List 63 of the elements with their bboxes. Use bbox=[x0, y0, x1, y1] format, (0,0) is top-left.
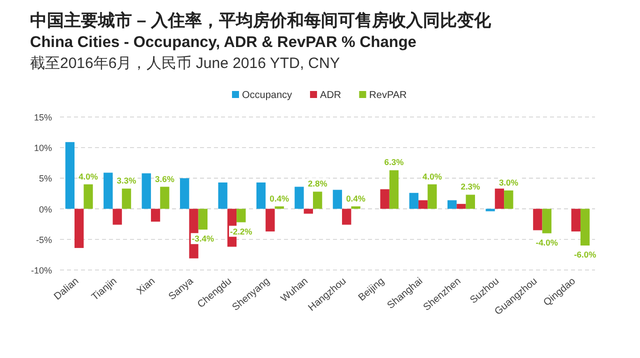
bar bbox=[236, 208, 246, 222]
data-label: -2.2% bbox=[230, 226, 253, 236]
y-tick-label: 0% bbox=[38, 204, 52, 214]
bar bbox=[266, 208, 275, 232]
bar bbox=[456, 204, 466, 209]
text: 截至2016年6月，人民币 June 2016 YTD, CNY bbox=[30, 55, 340, 72]
bar bbox=[342, 208, 352, 225]
y-tick-label: -10% bbox=[30, 266, 52, 276]
bar bbox=[351, 206, 360, 209]
bar bbox=[466, 194, 476, 209]
data-label: -4.0% bbox=[536, 237, 558, 248]
bar bbox=[504, 190, 514, 209]
bar bbox=[65, 142, 75, 209]
y-tick-label: 5% bbox=[38, 174, 52, 184]
y-tick-label: 15% bbox=[34, 112, 52, 122]
bar bbox=[580, 208, 590, 246]
data-label: 2.3% bbox=[460, 182, 481, 192]
bar bbox=[494, 188, 504, 209]
bar bbox=[198, 208, 208, 230]
data-label: 0.4% bbox=[346, 193, 366, 204]
bar bbox=[409, 192, 418, 209]
chart-subtitle: China Cities - Occupancy, ADR & RevPAR % Change bbox=[30, 34, 417, 51]
bar bbox=[112, 208, 122, 225]
data-label: 6.3% bbox=[384, 157, 404, 168]
bar bbox=[418, 200, 428, 209]
data-label: 4.0% bbox=[78, 171, 98, 182]
bar bbox=[533, 208, 542, 230]
bar bbox=[428, 184, 437, 209]
data-label: 4.0% bbox=[422, 171, 442, 182]
chart-title: 中国主要城市 – 入住率，平均房价和每间可售房收入同比变化 bbox=[30, 11, 492, 30]
data-label: 3.3% bbox=[116, 176, 137, 186]
bar bbox=[74, 208, 84, 248]
y-tick-label: 10% bbox=[34, 143, 52, 154]
bar bbox=[304, 208, 313, 214]
y-tick-label: -5% bbox=[36, 234, 52, 245]
bar bbox=[104, 172, 113, 209]
bar bbox=[571, 208, 580, 232]
data-label: 2.8% bbox=[308, 178, 328, 189]
data-label: -3.4% bbox=[192, 234, 214, 244]
bar bbox=[84, 184, 93, 209]
bar bbox=[122, 188, 132, 209]
bar bbox=[274, 206, 284, 209]
bar bbox=[542, 208, 552, 234]
bar bbox=[150, 208, 160, 222]
data-label: -6.0% bbox=[574, 250, 597, 260]
bar bbox=[180, 178, 190, 209]
bar bbox=[312, 192, 322, 209]
data-label: 3.0% bbox=[498, 177, 519, 188]
legend-label: Occupancy bbox=[242, 90, 292, 101]
bar bbox=[142, 173, 151, 209]
bar bbox=[160, 186, 170, 209]
bar bbox=[380, 189, 390, 209]
bar bbox=[332, 190, 342, 209]
legend-label: ADR bbox=[320, 90, 342, 101]
legend-label: RevPAR bbox=[369, 90, 407, 101]
bar bbox=[389, 170, 399, 209]
bar bbox=[294, 186, 304, 209]
data-label: 0.4% bbox=[270, 193, 290, 204]
data-label: 3.6% bbox=[155, 174, 175, 184]
bar bbox=[447, 200, 457, 209]
x-tick-label: Xian bbox=[135, 276, 158, 298]
bar bbox=[256, 182, 266, 209]
bar bbox=[218, 182, 228, 209]
